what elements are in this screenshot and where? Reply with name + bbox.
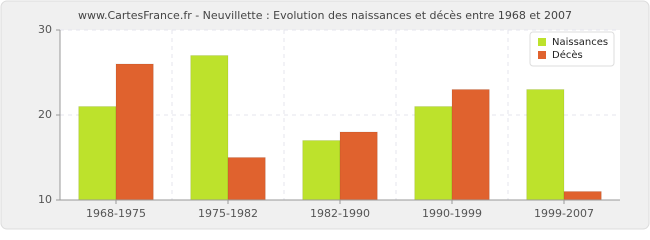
legend-label: Naissances xyxy=(552,37,608,48)
chart: www.CartesFrance.fr - Neuvillette : Evol… xyxy=(0,0,650,230)
bar xyxy=(78,106,117,201)
bar xyxy=(227,157,266,201)
bar xyxy=(563,191,602,201)
y-tick-label: 10 xyxy=(38,193,52,206)
x-tick-label: 1975-1982 xyxy=(198,207,258,220)
bar xyxy=(451,89,490,201)
bar xyxy=(190,55,229,201)
legend-swatch xyxy=(538,38,546,46)
bar xyxy=(339,131,378,201)
bar xyxy=(302,140,341,201)
y-tick-label: 20 xyxy=(38,108,52,121)
bar xyxy=(115,63,154,201)
x-tick-label: 1990-1999 xyxy=(422,207,482,220)
bar xyxy=(414,106,453,201)
x-tick-label: 1999-2007 xyxy=(534,207,594,220)
y-tick-label: 30 xyxy=(38,23,52,36)
chart-title: www.CartesFrance.fr - Neuvillette : Evol… xyxy=(78,9,572,22)
legend-label: Décès xyxy=(552,49,583,61)
bar xyxy=(526,89,565,201)
x-tick-label: 1968-1975 xyxy=(86,207,146,220)
legend-box xyxy=(529,31,615,67)
legend-swatch xyxy=(538,51,546,59)
x-tick-label: 1982-1990 xyxy=(310,207,370,220)
